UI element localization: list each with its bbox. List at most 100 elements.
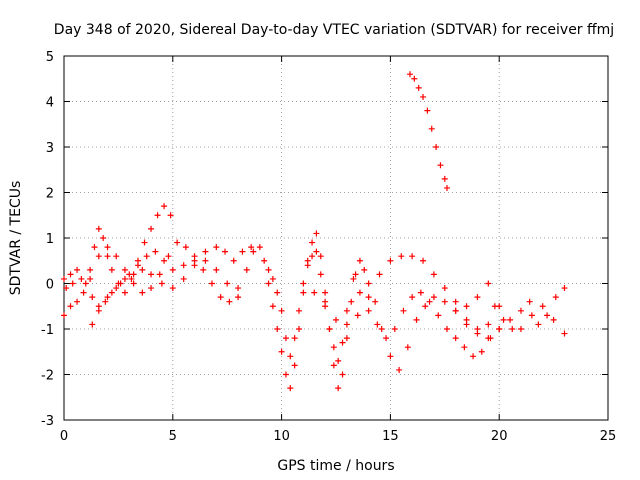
x-tick-label: 5 [169, 429, 177, 444]
data-point [356, 289, 363, 296]
data-point [526, 298, 533, 305]
data-point [230, 257, 237, 264]
data-point [61, 312, 67, 319]
data-point [91, 244, 98, 251]
series-arc-5 [256, 230, 503, 392]
data-point [491, 303, 498, 310]
data-point [100, 235, 107, 241]
data-point [463, 303, 470, 310]
data-point [141, 239, 148, 246]
x-tick-label: 10 [273, 429, 290, 444]
data-point [415, 84, 422, 91]
data-point [222, 248, 229, 255]
data-point [343, 307, 350, 314]
data-point [485, 321, 492, 328]
data-point [433, 144, 440, 150]
data-point [154, 212, 161, 219]
data-point [261, 257, 268, 264]
data-point [248, 244, 255, 251]
x-axis-label: GPS time / hours [277, 458, 394, 474]
data-point [339, 371, 346, 378]
data-point [104, 253, 111, 260]
data-point [544, 312, 551, 319]
data-point [365, 307, 372, 314]
data-point [243, 266, 250, 273]
data-point [424, 107, 431, 114]
data-point [500, 316, 507, 323]
data-point [113, 253, 120, 260]
data-point [437, 162, 444, 169]
data-point [487, 335, 494, 342]
data-point [180, 262, 187, 269]
data-point [461, 344, 468, 351]
data-point [398, 253, 405, 260]
data-point [300, 289, 307, 296]
data-point [528, 312, 535, 319]
data-point [420, 93, 427, 100]
data-point [365, 294, 372, 301]
data-point [474, 294, 481, 301]
data-point [67, 303, 74, 310]
data-point [287, 353, 294, 360]
data-point [356, 257, 363, 264]
data-point [430, 294, 437, 301]
data-point [443, 326, 450, 332]
data-point [269, 303, 276, 310]
data-point [517, 326, 524, 332]
data-point [383, 335, 390, 342]
data-point [378, 326, 385, 332]
data-point [296, 326, 303, 332]
data-point [561, 285, 568, 292]
series-arc-6 [265, 248, 503, 364]
series-arc-1 [61, 203, 174, 319]
data-point [409, 253, 416, 260]
x-tick-label: 20 [491, 429, 508, 444]
y-tick-label: 5 [46, 50, 54, 65]
y-tick-labels: -3 -2 -1 0 1 2 3 4 5 [41, 50, 54, 429]
data-point [343, 335, 350, 342]
data-point [148, 285, 155, 292]
data-point [430, 271, 437, 278]
data-point [165, 253, 172, 260]
data-point [561, 330, 568, 337]
data-point [452, 335, 459, 342]
data-point [95, 307, 102, 314]
data-point [167, 212, 174, 219]
data-point [470, 353, 477, 360]
data-point [158, 280, 165, 287]
data-point [200, 266, 207, 273]
data-point [372, 298, 379, 305]
data-point [406, 71, 413, 78]
data-point [452, 307, 459, 314]
series-arc-9 [452, 303, 568, 337]
data-point [496, 326, 503, 332]
data-point [128, 275, 135, 282]
data-point [87, 266, 94, 273]
data-point [130, 280, 137, 287]
data-point [239, 248, 246, 255]
data-point [387, 353, 394, 360]
data-point [452, 298, 459, 305]
data-point [80, 289, 87, 296]
y-tick-label: 0 [46, 278, 54, 293]
x-tick-label: 0 [60, 429, 68, 444]
data-point [426, 298, 433, 305]
data-point [313, 230, 320, 237]
data-point [148, 271, 155, 278]
series-arc-7 [311, 253, 492, 328]
data-point [278, 307, 285, 314]
data-point [326, 326, 333, 332]
data-point [420, 257, 427, 264]
data-point [348, 298, 355, 305]
data-point [130, 271, 137, 278]
data-point [213, 244, 220, 251]
data-point [117, 280, 124, 287]
data-point [282, 371, 289, 378]
data-point [139, 289, 146, 296]
data-point [217, 294, 224, 301]
data-point [104, 294, 111, 301]
data-point [539, 303, 546, 310]
data-point [274, 326, 281, 332]
data-point [387, 257, 394, 264]
data-point [202, 248, 209, 255]
